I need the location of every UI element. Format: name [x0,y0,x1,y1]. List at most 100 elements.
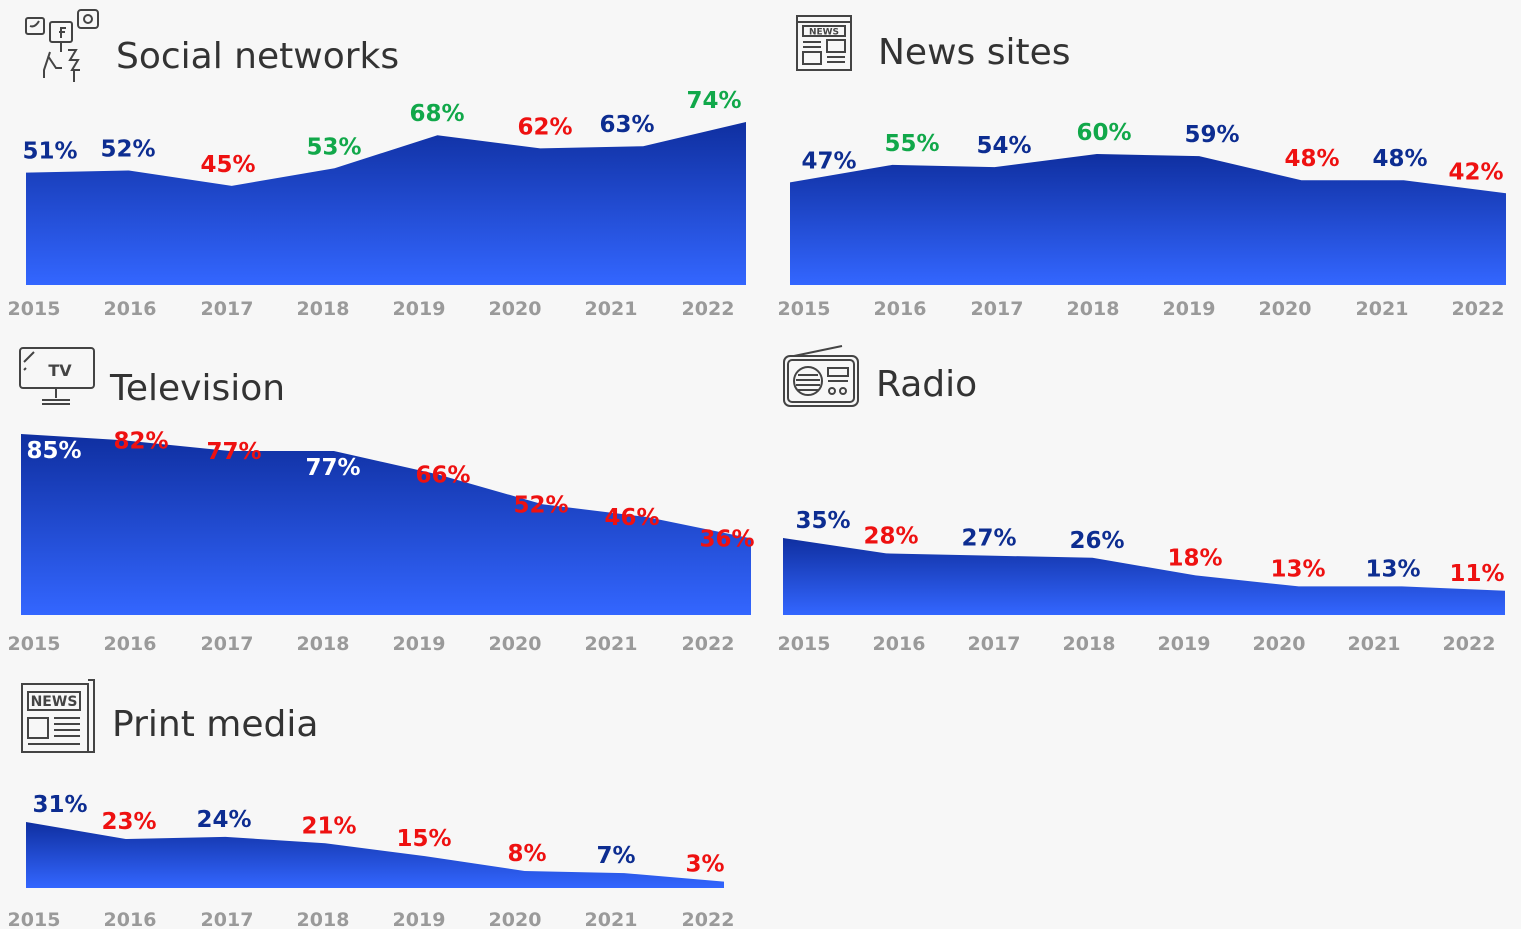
x-tick-label: 2022 [682,298,735,320]
x-tick-label: 2015 [8,298,61,320]
x-tick-label: 2019 [393,633,446,655]
data-label: 85% [26,438,81,464]
x-tick-label: 2022 [682,633,735,655]
data-label: 77% [206,439,261,465]
chart-title: Print media [112,704,319,745]
data-label: 3% [685,852,724,878]
x-tick-label: 2015 [8,909,61,929]
x-tick-label: 2016 [104,298,157,320]
chart-title: Social networks [116,36,400,77]
svg-text:NEWS: NEWS [31,694,78,710]
data-label: 59% [1184,122,1239,148]
data-label: 27% [961,526,1016,552]
data-label: 77% [305,455,360,481]
x-tick-label: 2020 [1259,298,1312,320]
x-tick-label: 2017 [971,298,1024,320]
newspaper-icon: NEWS [795,14,855,78]
data-label: 23% [101,809,156,835]
data-label: 48% [1372,146,1427,172]
data-label: 42% [1448,159,1503,185]
data-label: 66% [415,462,470,488]
x-tick-label: 2021 [1348,633,1401,655]
svg-text:TV: TV [48,361,72,380]
social-networks-icon [24,8,104,88]
svg-text:NEWS: NEWS [809,28,839,38]
x-tick-label: 2019 [1158,633,1211,655]
data-label: 51% [22,139,77,165]
x-tick-label: 2015 [778,633,831,655]
x-tick-label: 2021 [585,298,638,320]
data-label: 31% [32,792,87,818]
television-chart: 85% 82% 77% 77% 66% 52% 46% 36% 2015 2016 2017 2018… [8,428,755,655]
data-label: 46% [604,505,659,531]
x-tick-label: 2019 [1163,298,1216,320]
news-print-icon: NEWS [20,678,98,758]
x-tick-label: 2018 [1063,633,1116,655]
data-label: 68% [409,101,464,127]
data-label: 28% [863,523,918,549]
data-label: 52% [100,136,155,162]
x-tick-label: 2017 [201,298,254,320]
x-tick-label: 2018 [1067,298,1120,320]
x-tick-label: 2019 [393,909,446,929]
data-label: 35% [795,508,850,534]
social-networks-chart: 51% 52% 45% 53% 68% 62% 63% 74% 2015 2016 2017 2018… [8,88,746,320]
data-label: 52% [513,492,568,518]
x-tick-label: 2019 [393,298,446,320]
data-label: 63% [599,112,654,138]
data-label: 60% [1076,120,1131,146]
x-tick-label: 2016 [104,909,157,929]
area-series [790,154,1506,285]
area-series [783,538,1505,615]
news-sites-chart: 47% 55% 54% 60% 59% 48% 48% 42% 2015 2016 2017 2018… [778,120,1506,320]
data-label: 26% [1069,528,1124,554]
data-label: 21% [301,813,356,839]
data-label: 15% [396,826,451,852]
area-series [21,434,751,615]
data-label: 54% [976,133,1031,159]
area-series [26,122,746,285]
data-label: 36% [699,526,754,552]
x-tick-label: 2016 [874,298,927,320]
x-tick-label: 2017 [201,909,254,929]
data-label: 45% [200,152,255,178]
x-tick-label: 2016 [873,633,926,655]
tv-icon: TV [18,346,98,414]
x-tick-label: 2021 [585,633,638,655]
data-label: 82% [113,428,168,454]
x-tick-label: 2018 [297,298,350,320]
data-label: 24% [196,807,251,833]
data-label: 62% [517,114,572,140]
data-label: 55% [884,131,939,157]
print-media-chart: 31% 23% 24% 21% 15% 8% 7% 3% 2015 2016 2017 2018 201… [8,792,735,929]
x-tick-label: 2020 [1253,633,1306,655]
data-label: 13% [1365,556,1420,582]
data-label: 13% [1270,556,1325,582]
x-tick-label: 2022 [1452,298,1505,320]
radio-chart: 35% 28% 27% 26% 18% 13% 13% 11% 2015 2016 2017 2018… [778,508,1505,655]
x-tick-label: 2018 [297,633,350,655]
x-tick-label: 2020 [489,298,542,320]
x-tick-label: 2020 [489,909,542,929]
x-tick-label: 2021 [1356,298,1409,320]
data-label: 53% [306,134,361,160]
chart-title: News sites [878,32,1071,73]
x-tick-label: 2022 [1443,633,1496,655]
data-label: 74% [686,88,741,114]
data-label: 18% [1167,545,1222,571]
x-tick-label: 2017 [968,633,1021,655]
x-tick-label: 2018 [297,909,350,929]
data-label: 47% [801,148,856,174]
radio-icon [782,344,862,414]
x-tick-label: 2015 [778,298,831,320]
x-tick-label: 2016 [104,633,157,655]
x-tick-label: 2020 [489,633,542,655]
data-label: 8% [507,841,546,867]
data-label: 48% [1284,146,1339,172]
data-label: 11% [1449,561,1504,587]
x-tick-label: 2021 [585,909,638,929]
x-tick-label: 2017 [201,633,254,655]
area-series [26,822,724,888]
chart-title: Television [110,368,286,409]
x-tick-label: 2022 [682,909,735,929]
